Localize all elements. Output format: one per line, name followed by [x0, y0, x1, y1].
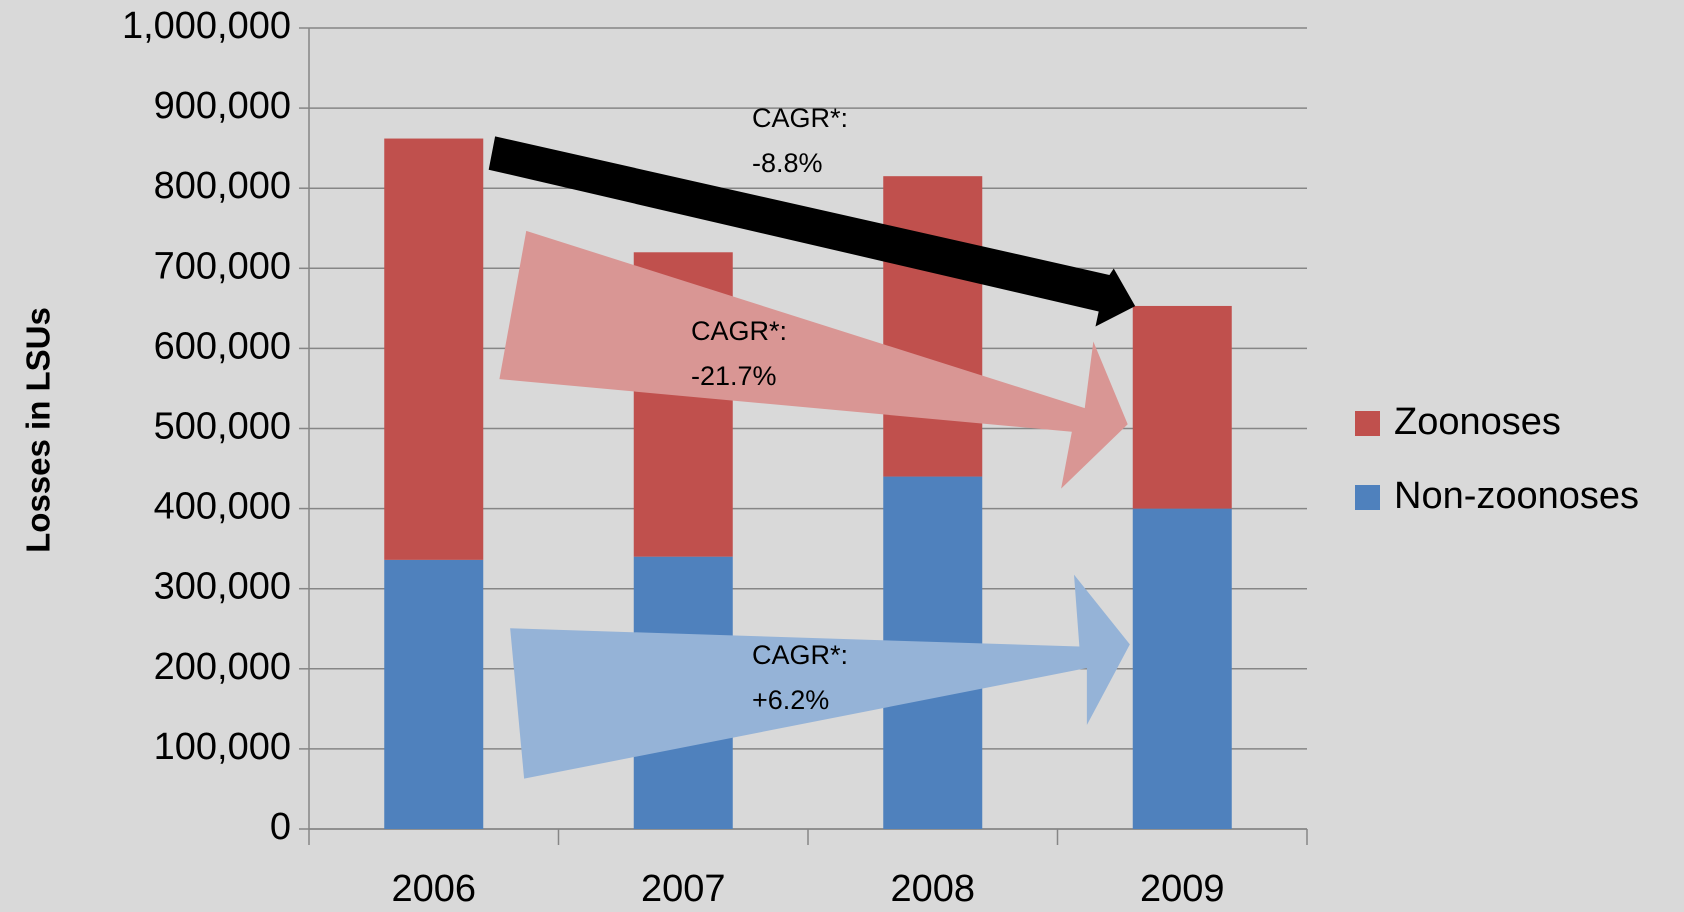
bar-segment [1132, 305, 1232, 509]
y-tick-label: 300,000 [154, 566, 291, 608]
y-tick-label: 1,000,000 [122, 5, 291, 47]
bar-segment [1132, 508, 1232, 829]
y-tick-label: 0 [270, 806, 291, 848]
labels: 0 100,000 200,000 300,000 400,000 500,000 600,… [122, 5, 1639, 910]
y-tick-label: 700,000 [154, 245, 291, 287]
annotation: +6.2% [752, 685, 829, 715]
legend-swatch [1355, 485, 1380, 510]
bar-segment [883, 176, 983, 477]
legend-label: Non-zoonoses [1394, 475, 1639, 517]
bar-segment [384, 559, 484, 829]
arrow-zoonoses [499, 230, 1128, 489]
y-tick-label: 200,000 [154, 646, 291, 688]
annotation: CAGR*: [752, 640, 848, 670]
arrows [488, 136, 1136, 779]
legend-swatch [1355, 411, 1380, 436]
y-tick-label: 900,000 [154, 85, 291, 127]
x-tick-label: 2009 [1140, 868, 1225, 910]
annotation: -8.8% [752, 148, 823, 178]
arrow-total [488, 136, 1136, 327]
annotation: CAGR*: [691, 316, 787, 346]
y-tick-label: 500,000 [154, 406, 291, 448]
x-tick-label: 2007 [641, 868, 726, 910]
legend-label: Zoonoses [1394, 401, 1561, 443]
y-tick-label: 100,000 [154, 726, 291, 768]
bar-segment [384, 138, 484, 560]
annotation: -21.7% [691, 361, 777, 391]
y-tick-label: 800,000 [154, 165, 291, 207]
y-tick-label: 600,000 [154, 325, 291, 367]
bars [384, 138, 1232, 829]
y-axis-title: Losses in LSUs [20, 307, 57, 553]
annotation: CAGR*: [752, 103, 848, 133]
x-tick-label: 2006 [391, 868, 476, 910]
x-tick-label: 2008 [890, 868, 975, 910]
y-tick-label: 400,000 [154, 486, 291, 528]
arrow-non-zoonoses [510, 574, 1130, 779]
